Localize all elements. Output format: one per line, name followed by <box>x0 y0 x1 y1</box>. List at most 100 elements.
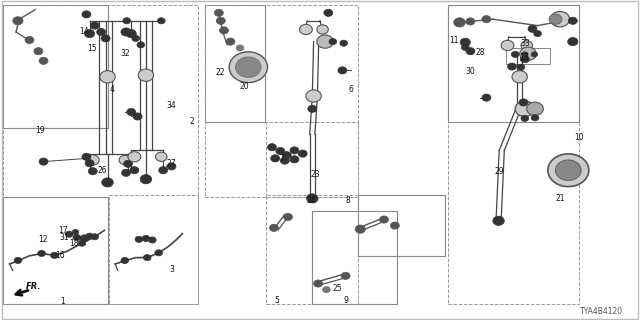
Ellipse shape <box>156 152 167 161</box>
Ellipse shape <box>90 22 99 29</box>
Ellipse shape <box>226 38 235 45</box>
Ellipse shape <box>329 38 337 45</box>
Ellipse shape <box>121 28 131 36</box>
Ellipse shape <box>216 17 225 24</box>
Bar <box>205 5 265 122</box>
Ellipse shape <box>338 67 347 74</box>
Text: 25: 25 <box>332 284 342 293</box>
Text: 1: 1 <box>60 297 65 306</box>
Ellipse shape <box>86 155 99 165</box>
Text: 3: 3 <box>169 265 174 274</box>
Ellipse shape <box>521 115 529 122</box>
Ellipse shape <box>568 17 577 24</box>
Ellipse shape <box>124 160 132 167</box>
Ellipse shape <box>91 234 99 240</box>
Ellipse shape <box>78 240 86 246</box>
Text: 33: 33 <box>520 39 530 48</box>
Ellipse shape <box>508 63 516 70</box>
Text: 31: 31 <box>59 233 69 242</box>
Text: 18: 18 <box>69 239 78 248</box>
Ellipse shape <box>276 148 285 155</box>
Ellipse shape <box>280 157 289 164</box>
Text: FR.: FR. <box>26 282 41 291</box>
Text: 32: 32 <box>120 49 131 58</box>
Ellipse shape <box>157 18 165 24</box>
Text: 17: 17 <box>58 226 68 235</box>
Ellipse shape <box>522 52 528 57</box>
Ellipse shape <box>123 18 131 24</box>
Ellipse shape <box>317 25 328 34</box>
Ellipse shape <box>65 231 73 237</box>
Ellipse shape <box>515 101 534 116</box>
Ellipse shape <box>214 9 223 16</box>
Ellipse shape <box>355 225 365 233</box>
Text: 23: 23 <box>310 170 321 179</box>
Ellipse shape <box>380 216 388 223</box>
Bar <box>312 211 397 304</box>
Ellipse shape <box>550 12 570 27</box>
Ellipse shape <box>271 155 280 162</box>
Ellipse shape <box>519 99 528 106</box>
Ellipse shape <box>390 222 399 229</box>
Bar <box>3 5 108 128</box>
Ellipse shape <box>80 235 89 242</box>
Ellipse shape <box>137 42 145 48</box>
Ellipse shape <box>307 194 318 203</box>
Text: 13: 13 <box>518 53 529 62</box>
Bar <box>3 5 198 304</box>
Text: 34: 34 <box>166 101 177 110</box>
Ellipse shape <box>159 167 168 174</box>
Text: 10: 10 <box>574 133 584 142</box>
Ellipse shape <box>482 16 491 23</box>
Ellipse shape <box>306 90 321 102</box>
Ellipse shape <box>236 57 261 77</box>
Ellipse shape <box>127 108 136 116</box>
Ellipse shape <box>531 115 539 121</box>
Ellipse shape <box>85 160 94 167</box>
Ellipse shape <box>466 48 475 55</box>
Ellipse shape <box>143 254 151 261</box>
Ellipse shape <box>73 234 81 241</box>
Ellipse shape <box>38 250 45 257</box>
Ellipse shape <box>290 156 299 163</box>
Ellipse shape <box>340 40 348 46</box>
Ellipse shape <box>511 51 519 58</box>
Bar <box>205 5 358 197</box>
Ellipse shape <box>97 28 106 36</box>
Text: 12: 12 <box>38 235 47 244</box>
Text: 5: 5 <box>274 296 279 305</box>
Ellipse shape <box>284 213 292 220</box>
Bar <box>266 195 358 304</box>
Bar <box>506 48 550 64</box>
Ellipse shape <box>14 257 22 264</box>
Ellipse shape <box>13 17 23 25</box>
Ellipse shape <box>461 44 469 51</box>
Text: 14: 14 <box>79 27 90 36</box>
Ellipse shape <box>229 52 268 83</box>
Ellipse shape <box>520 56 529 63</box>
Ellipse shape <box>269 224 278 231</box>
Ellipse shape <box>167 163 176 170</box>
Ellipse shape <box>82 11 91 18</box>
Ellipse shape <box>236 45 244 51</box>
Ellipse shape <box>86 233 93 239</box>
Bar <box>266 122 358 197</box>
Ellipse shape <box>126 29 136 38</box>
Bar <box>448 5 579 122</box>
Ellipse shape <box>300 24 312 35</box>
Ellipse shape <box>556 160 581 180</box>
Ellipse shape <box>548 154 589 187</box>
Ellipse shape <box>568 37 578 46</box>
Ellipse shape <box>501 40 514 51</box>
Ellipse shape <box>155 250 163 256</box>
Ellipse shape <box>282 152 291 159</box>
Ellipse shape <box>527 102 543 116</box>
Ellipse shape <box>493 216 504 225</box>
Ellipse shape <box>132 35 140 42</box>
Ellipse shape <box>138 69 154 81</box>
Ellipse shape <box>119 156 131 164</box>
Text: 6: 6 <box>348 85 353 94</box>
Ellipse shape <box>128 152 141 162</box>
Text: 26: 26 <box>97 166 108 175</box>
Ellipse shape <box>102 178 113 187</box>
